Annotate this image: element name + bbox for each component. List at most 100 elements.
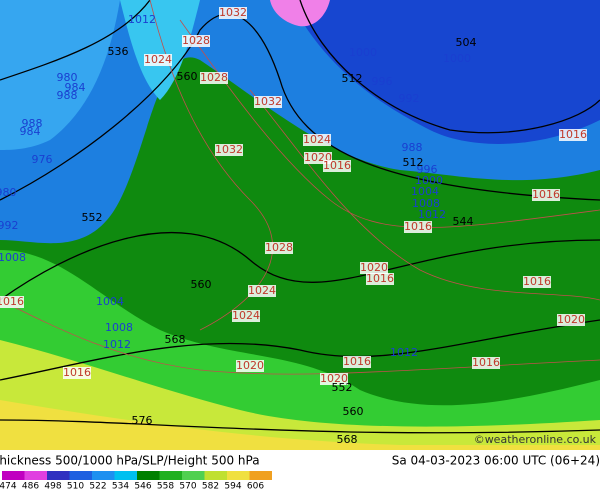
very-cold-area [290,0,600,144]
map-title: Thickness 500/1000 hPa/SLP/Height 500 hP… [0,454,260,468]
height-label: 560 [191,278,212,291]
blue-label: 1004 [411,185,439,198]
height-label: 552 [82,211,103,224]
label-box [559,129,587,141]
label-box [366,273,394,285]
blue-label: 1012 [128,13,156,26]
blue-label: 976 [32,153,53,166]
colorbar-label: 474 [0,482,17,490]
cold-core [270,0,330,27]
pressure-label: 1020 [236,359,264,372]
isobars [0,0,600,375]
label-box [532,189,560,201]
label-box [182,35,210,47]
pressure-label: 1020 [360,261,388,274]
blue-label: 1012 [103,338,131,351]
colorbar-swatch [227,471,250,480]
colorbar-swatch [69,471,92,480]
footer [0,450,600,490]
label-box [0,296,24,308]
height-label: 504 [456,36,477,49]
colorbar-label: 606 [247,482,264,490]
warmer-band [0,340,600,450]
height-label: 560 [177,70,198,83]
colorbar-label: 534 [112,482,129,490]
colorbar-swatch [249,471,272,480]
pressure-label: 1032 [215,143,243,156]
label-box [215,144,243,156]
copyright: ©weatheronline.co.uk [474,433,597,446]
height-label: 512 [403,156,424,169]
height-label: 568 [337,433,358,446]
pressure-label: 1024 [303,133,331,146]
height-label: 536 [108,45,129,58]
blue-label: 996 [417,163,438,176]
height-label: 552 [332,381,353,394]
blue-label: 988 [22,117,43,130]
label-box [63,367,91,379]
colorbar-swatch [182,471,205,480]
colorbar-label: 546 [134,482,151,490]
label-box [303,134,331,146]
colorbar-label: 582 [202,482,219,490]
colorbar-swatch [114,471,137,480]
blue-label: 984 [20,125,41,138]
blue-label: 992 [0,219,19,232]
blue-label: 996 [372,75,393,88]
label-box [144,54,172,66]
blue-label: 1012 [390,346,418,359]
height-label: 568 [165,333,186,346]
colorbar-label: 486 [22,482,39,490]
colorbar-swatch [137,471,160,480]
height-label: 576 [132,414,153,427]
colorbar-label: 570 [179,482,196,490]
height-label: 544 [453,215,474,228]
pressure-label: 1016 [323,159,351,172]
label-box [360,262,388,274]
pressure-label: 1032 [254,95,282,108]
label-box [265,242,293,254]
colorbar-swatch [92,471,115,480]
pressure-label: 1020 [557,313,585,326]
pressure-label: 1024 [232,309,260,322]
blue-label: 988 [402,141,423,154]
blue-label: 984 [65,81,86,94]
colorbar-label: 510 [67,482,84,490]
label-box [320,373,348,385]
colorbar-label: 522 [89,482,106,490]
pressure-label: 1016 [343,355,371,368]
pressure-label: 1016 [472,356,500,369]
pressure-label: 1016 [366,272,394,285]
height-label: 560 [343,405,364,418]
pressure-label: 1016 [404,220,432,233]
blue-label: 1000 [349,46,377,59]
label-box [254,96,282,108]
blue-label: 1008 [412,197,440,210]
pressure-label: 1032 [219,6,247,19]
blue-label: 1004 [96,295,124,308]
pressure-label: 1020 [320,372,348,385]
blue-label: 1008 [105,321,133,334]
colorbar-swatch [47,471,70,480]
blue-label: 988 [57,89,78,102]
blue-label: 1008 [0,251,26,264]
height-contours [0,0,600,434]
pressure-label: 1016 [532,188,560,201]
blue-label: 980 [57,71,78,84]
colorbar-label: 594 [224,482,241,490]
label-box [343,356,371,368]
label-box [248,285,276,297]
colorbar-swatch [204,471,227,480]
label-box [232,310,260,322]
pressure-label: 1028 [200,71,228,84]
colorbar-swatch [24,471,47,480]
pressure-label: 1016 [559,128,587,141]
label-box [200,72,228,84]
label-box [323,160,351,172]
blue-label: 1012 [418,208,446,221]
label-box [404,221,432,233]
pressure-label: 1016 [0,295,24,308]
colorbar-swatch [159,471,182,480]
pressure-label: 1028 [265,241,293,254]
